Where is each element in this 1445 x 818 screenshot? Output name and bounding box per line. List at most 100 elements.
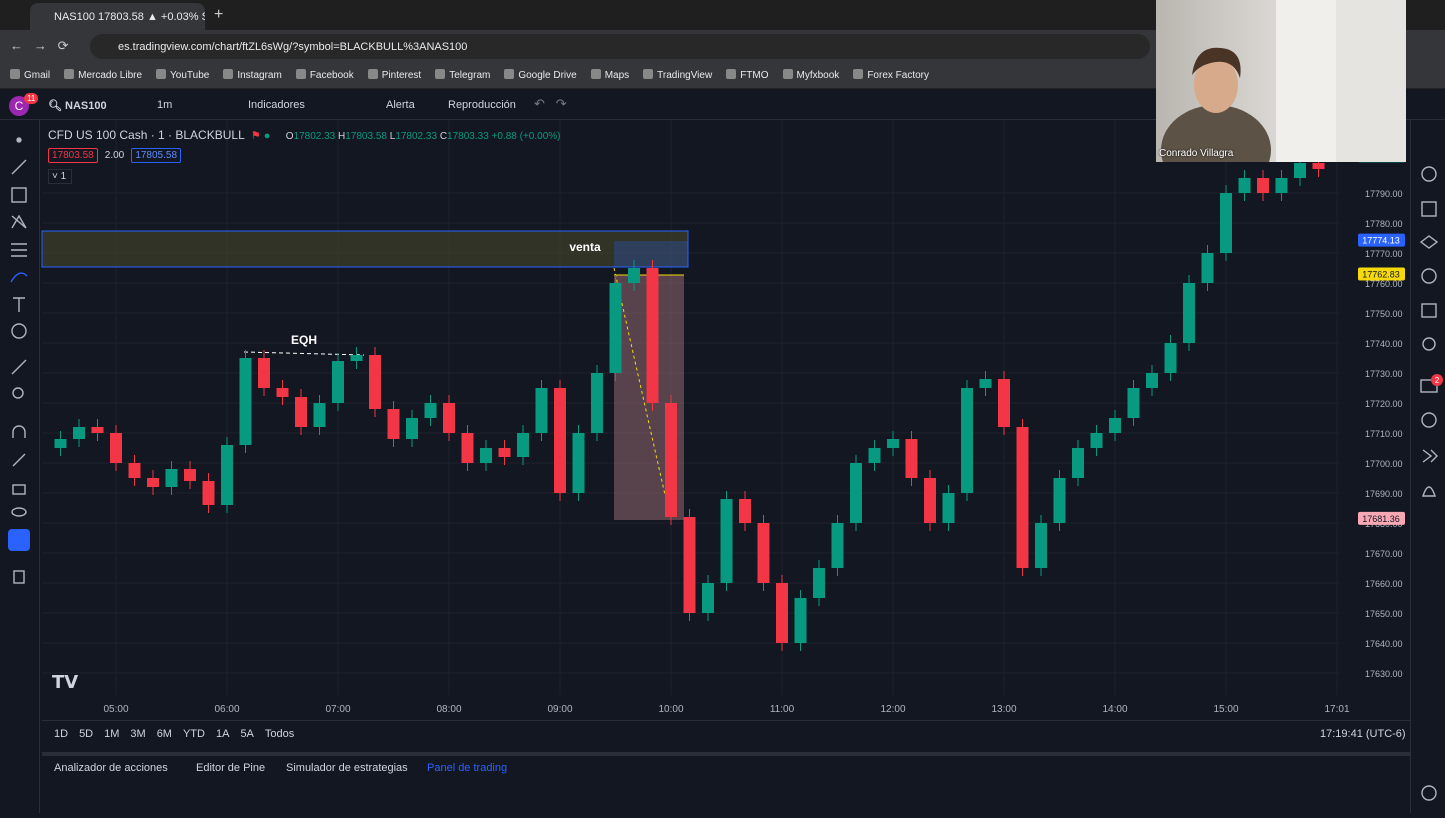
y-tick-label: 17650.00 bbox=[1365, 609, 1403, 619]
candle-body bbox=[647, 268, 659, 403]
price-label: 17774.13 bbox=[1362, 236, 1400, 246]
calendar[interactable] bbox=[1422, 304, 1436, 317]
range-button[interactable]: 1A bbox=[210, 721, 234, 748]
x-tick-label: 05:00 bbox=[103, 704, 128, 715]
candle-body bbox=[258, 358, 270, 388]
help[interactable] bbox=[1422, 786, 1436, 800]
hotlist[interactable] bbox=[1422, 269, 1436, 283]
c-label: C bbox=[440, 131, 447, 142]
panel-tab[interactable]: Editor de Pine bbox=[196, 762, 265, 774]
panel-tab[interactable]: Simulador de estrategias bbox=[286, 762, 408, 774]
candle-body bbox=[369, 355, 381, 409]
candle-body bbox=[166, 469, 178, 487]
layers[interactable] bbox=[1421, 236, 1437, 248]
candle-body bbox=[665, 403, 677, 517]
candle-body bbox=[517, 433, 529, 457]
y-tick-label: 17730.00 bbox=[1365, 369, 1403, 379]
magnet-tool[interactable] bbox=[13, 426, 25, 438]
watchlist[interactable] bbox=[1422, 167, 1436, 181]
candle-body bbox=[795, 598, 807, 643]
candle-body bbox=[1054, 478, 1066, 523]
participant-name: Conrado Villagra bbox=[1159, 148, 1233, 159]
candle-body bbox=[110, 433, 122, 463]
zoom-tool[interactable] bbox=[13, 388, 23, 398]
webcam-scene bbox=[1156, 0, 1406, 162]
replay-panel[interactable] bbox=[1423, 450, 1437, 462]
forecast-tool[interactable] bbox=[11, 244, 27, 256]
range-button[interactable]: 5A bbox=[234, 721, 258, 748]
x-tick-label: 07:00 bbox=[325, 704, 350, 715]
candle-body bbox=[850, 463, 862, 523]
right-sidebar: 2 bbox=[1410, 120, 1445, 813]
candle-body bbox=[1257, 178, 1269, 193]
candle-body bbox=[277, 388, 289, 397]
candle-body bbox=[739, 499, 751, 523]
candle-body bbox=[1017, 427, 1029, 568]
pencil-tool[interactable] bbox=[13, 454, 25, 466]
trash-tool[interactable] bbox=[14, 571, 24, 583]
range-button[interactable]: YTD bbox=[177, 721, 210, 748]
streams[interactable] bbox=[1422, 413, 1436, 427]
candle-body bbox=[998, 379, 1010, 427]
candle-body bbox=[443, 403, 455, 433]
quote-row: 17803.58 2.00 17805.58 bbox=[48, 148, 560, 163]
candle-body bbox=[536, 388, 548, 433]
measure-tool[interactable] bbox=[12, 360, 26, 374]
range-button[interactable]: 3M bbox=[124, 721, 150, 748]
candle-body bbox=[554, 388, 566, 493]
line-tool[interactable] bbox=[12, 160, 26, 174]
ideas[interactable] bbox=[1423, 338, 1435, 350]
o-label: O bbox=[286, 131, 294, 142]
candle-body bbox=[684, 517, 696, 613]
link-tool[interactable] bbox=[8, 529, 30, 551]
y-tick-label: 17790.00 bbox=[1365, 189, 1403, 199]
y-tick-label: 17740.00 bbox=[1365, 339, 1403, 349]
candle-body bbox=[1165, 343, 1177, 373]
emoji-tool[interactable] bbox=[12, 324, 26, 338]
price-label: 17762.83 bbox=[1362, 270, 1400, 280]
bid[interactable]: 17803.58 bbox=[48, 148, 98, 163]
instrument: CFD US 100 Cash · 1 · BLACKBULL bbox=[48, 128, 245, 142]
zone-label: venta bbox=[569, 240, 601, 254]
visibility-tool[interactable] bbox=[12, 508, 26, 516]
range-button[interactable]: 5D bbox=[73, 721, 98, 748]
candle-body bbox=[388, 409, 400, 439]
candle-body bbox=[1091, 433, 1103, 448]
y-tick-label: 17630.00 bbox=[1365, 669, 1403, 679]
candle-body bbox=[1072, 448, 1084, 478]
candle-body bbox=[1035, 523, 1047, 568]
candle-body bbox=[129, 463, 141, 478]
candle-body bbox=[573, 433, 585, 493]
candle-body bbox=[924, 478, 936, 523]
range-bar: 1D5D1M3M6MYTD1A5ATodos bbox=[42, 720, 1410, 748]
pattern-tool[interactable] bbox=[12, 216, 26, 228]
cursor-tool[interactable] bbox=[17, 138, 21, 142]
ask[interactable]: 17805.58 bbox=[131, 148, 181, 163]
ohlc-row: CFD US 100 Cash · 1 · BLACKBULL ⚑ ● O178… bbox=[48, 128, 560, 142]
range-button[interactable]: Todos bbox=[259, 721, 299, 748]
range-button[interactable]: 6M bbox=[151, 721, 177, 748]
panel-tab[interactable]: Analizador de acciones bbox=[54, 762, 168, 774]
range-button[interactable]: 1M bbox=[98, 721, 124, 748]
h-value: 17803.58 bbox=[345, 131, 387, 142]
candle-body bbox=[499, 448, 511, 457]
x-tick-label: 15:00 bbox=[1213, 704, 1238, 715]
tv-logo[interactable]: 𝗧𝗩 bbox=[52, 672, 78, 692]
candle-body bbox=[73, 427, 85, 439]
range-button[interactable]: 1D bbox=[42, 721, 73, 748]
notifications[interactable] bbox=[1423, 487, 1435, 496]
candle-body bbox=[702, 583, 714, 613]
legend: CFD US 100 Cash · 1 · BLACKBULL ⚑ ● O178… bbox=[48, 128, 560, 184]
y-tick-label: 17670.00 bbox=[1365, 549, 1403, 559]
alerts[interactable] bbox=[1422, 202, 1436, 216]
change: +0.88 (+0.00%) bbox=[492, 131, 561, 142]
y-tick-label: 17640.00 bbox=[1365, 639, 1403, 649]
collapse[interactable]: ˅ 1 bbox=[48, 169, 72, 184]
fib-tool[interactable] bbox=[12, 188, 26, 202]
position-stop[interactable] bbox=[614, 241, 688, 267]
candle-body bbox=[610, 283, 622, 373]
brush-tool[interactable] bbox=[11, 273, 27, 282]
lock-tool[interactable] bbox=[13, 485, 25, 494]
text-tool[interactable] bbox=[13, 298, 25, 312]
panel-tab[interactable]: Panel de trading bbox=[427, 762, 507, 774]
